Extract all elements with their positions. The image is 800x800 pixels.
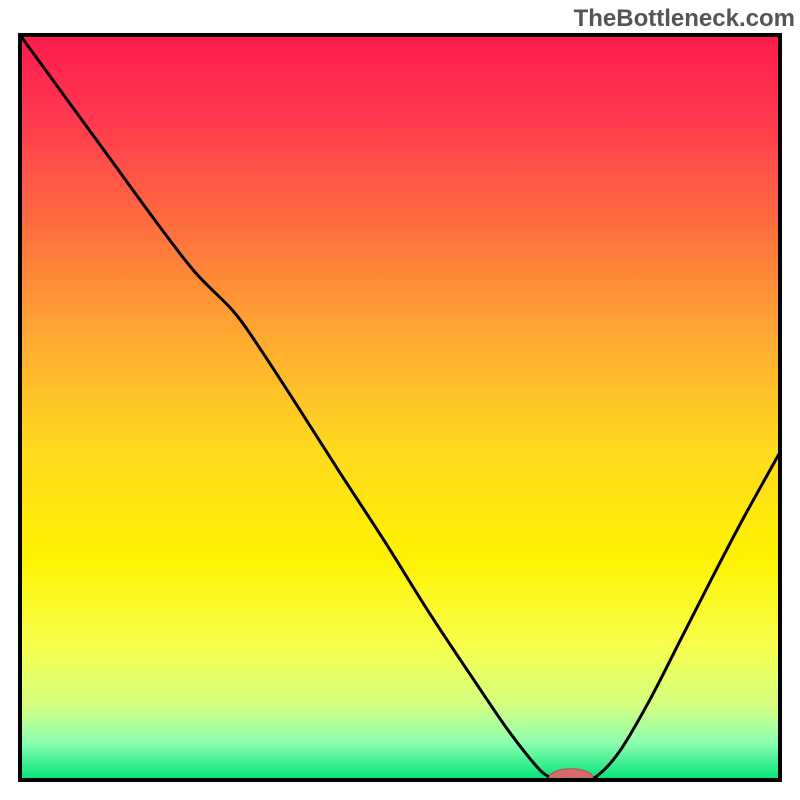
chart-container: TheBottleneck.com [0, 0, 800, 800]
bottleneck-curve-chart [0, 0, 800, 800]
watermark-text: TheBottleneck.com [574, 5, 795, 33]
optimal-marker [549, 769, 593, 787]
